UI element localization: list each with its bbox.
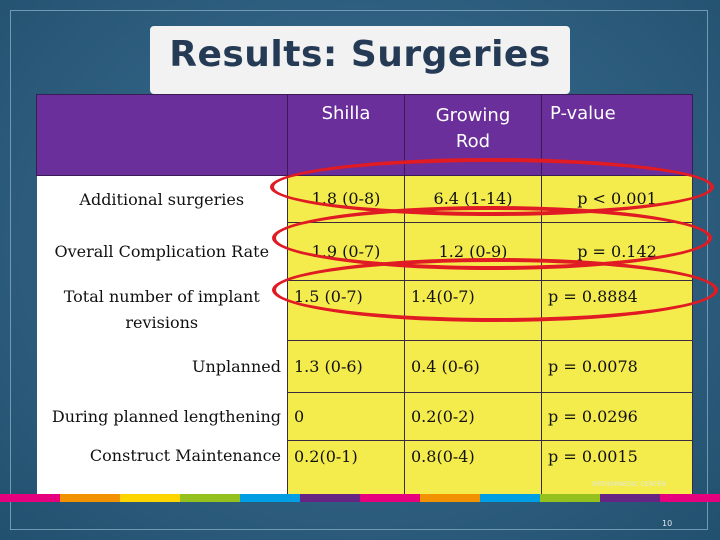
cell-growing-rod-complication: 1.2 (0-9) <box>404 221 542 281</box>
cell-shilla-additional: 1.8 (0-8) <box>287 175 405 223</box>
title-panel <box>150 26 570 94</box>
cell-shilla-revisions: 1.5 (0-7) <box>287 279 405 341</box>
cell-pvalue-revisions: p = 0.8884 <box>541 279 693 341</box>
cell-pvalue-unplanned: p = 0.0078 <box>541 339 693 393</box>
header-growing-rod-text: Growing Rod <box>435 105 511 152</box>
cell-growing-rod-lengthening: 0.2(0-2) <box>404 391 542 441</box>
page-number: 10 <box>662 519 673 528</box>
header-p-value: P-value <box>541 94 693 176</box>
cell-pvalue-lengthening: p = 0.0296 <box>541 391 693 441</box>
cell-pvalue-complication: p = 0.142 <box>541 221 693 281</box>
page-title: Results: Surgeries <box>169 34 551 75</box>
header-growing-rod: Growing Rod <box>404 94 542 176</box>
cell-growing-rod-additional: 6.4 (1-14) <box>404 175 542 223</box>
results-table: Shilla Growing Rod P-value Additional su… <box>36 94 693 495</box>
row-label-unplanned: Unplanned <box>36 340 288 392</box>
cell-growing-rod-maintenance: 0.8(0-4) <box>404 439 542 495</box>
row-label-construct-maintenance: Construct Maintenance <box>36 440 288 494</box>
table-header-row: Shilla Growing Rod P-value <box>36 94 693 176</box>
cell-shilla-maintenance: 0.2(0-1) <box>287 439 405 495</box>
cell-shilla-lengthening: 0 <box>287 391 405 441</box>
table-row: Additional surgeries 1.8 (0-8) 6.4 (1-14… <box>36 175 693 223</box>
header-empty-cell <box>36 94 288 176</box>
slide-frame <box>10 10 708 530</box>
table-row: Total number of implant revisions 1.5 (0… <box>36 279 693 341</box>
table-row: Overall Complication Rate 1.9 (0-7) 1.2 … <box>36 221 693 281</box>
row-label-complication-rate: Overall Complication Rate <box>36 222 288 280</box>
cell-growing-rod-revisions: 1.4(0-7) <box>404 279 542 341</box>
table-row: Construct Maintenance 0.2(0-1) 0.8(0-4) … <box>36 439 693 495</box>
cell-growing-rod-unplanned: 0.4 (0-6) <box>404 339 542 393</box>
orthopaedic-center-logo: ORTHOPAEDIC CENTER <box>592 481 667 488</box>
cell-pvalue-additional: p < 0.001 <box>541 175 693 223</box>
row-label-planned-lengthening: During planned lengthening <box>36 392 288 440</box>
row-label-implant-revisions: Total number of implant revisions <box>36 280 288 340</box>
row-label-implant-revisions-text: Total number of implant revisions <box>63 287 260 332</box>
cell-shilla-unplanned: 1.3 (0-6) <box>287 339 405 393</box>
bottom-color-stripe <box>0 494 720 502</box>
header-shilla: Shilla <box>287 94 405 176</box>
cell-shilla-complication: 1.9 (0-7) <box>287 221 405 281</box>
row-label-additional-surgeries: Additional surgeries <box>36 175 288 222</box>
table-row: During planned lengthening 0 0.2(0-2) p … <box>36 391 693 441</box>
table-row: Unplanned 1.3 (0-6) 0.4 (0-6) p = 0.0078 <box>36 339 693 393</box>
cell-pvalue-maintenance: p = 0.0015 <box>541 439 693 495</box>
